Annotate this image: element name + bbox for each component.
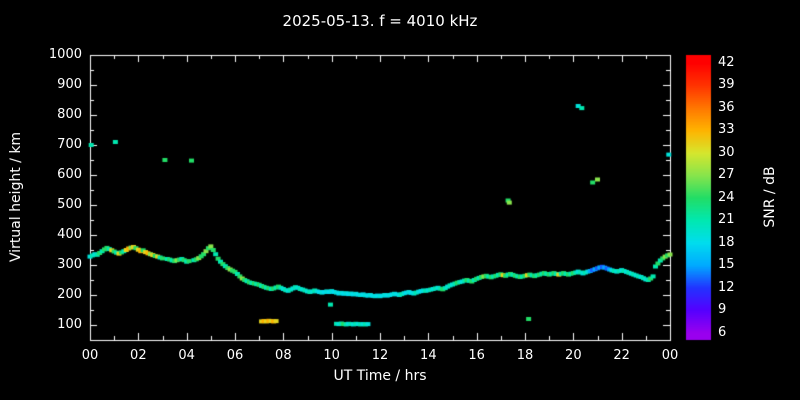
x-tick-label: 00 (661, 348, 679, 363)
colorbar-tick-label: 24 (718, 189, 735, 205)
x-tick-label: 12 (371, 348, 389, 363)
y-tick-label: 300 (57, 257, 82, 272)
x-tick-label: 18 (516, 348, 534, 363)
y-tick-label: 800 (57, 107, 82, 122)
y-tick-label: 700 (57, 137, 82, 152)
colorbar-tick-label: 12 (718, 279, 735, 295)
colorbar-tick-label: 39 (718, 77, 735, 92)
chart-title: 2025-05-13. f = 4010 kHz (282, 12, 478, 30)
y-tick-label: 1000 (48, 47, 82, 62)
x-tick-label: 20 (565, 348, 582, 363)
x-tick-label: 02 (130, 348, 147, 363)
colorbar-tick-label: 27 (718, 167, 735, 182)
colorbar-tick-label: 18 (718, 234, 735, 250)
colorbar-label: SNR / dB (762, 166, 778, 228)
colorbar-tick-label: 9 (718, 302, 727, 317)
x-tick-label: 08 (275, 348, 292, 363)
colorbar-tick-label: 42 (718, 54, 735, 70)
x-tick-label: 10 (323, 348, 340, 363)
x-tick-label: 00 (81, 348, 99, 363)
y-axis-label: Virtual height / km (8, 131, 24, 263)
colorbar-tick-label: 15 (718, 257, 735, 272)
y-tick-label: 200 (57, 287, 82, 302)
x-tick-label: 14 (420, 348, 437, 363)
x-tick-label: 22 (613, 348, 630, 363)
colorbar-tick-label: 33 (718, 122, 735, 137)
x-tick-label: 04 (178, 348, 195, 363)
colorbar-tick-label: 36 (718, 99, 735, 115)
y-tick-label: 600 (57, 167, 82, 182)
x-tick-label: 06 (226, 348, 244, 363)
y-tick-label: 500 (57, 197, 82, 212)
y-tick-label: 900 (57, 77, 82, 92)
y-tick-label: 400 (57, 227, 82, 242)
colorbar-tick-label: 30 (718, 144, 735, 160)
colorbar-tick-label: 21 (718, 212, 735, 227)
x-axis-label: UT Time / hrs (333, 368, 427, 384)
y-tick-label: 100 (57, 317, 82, 332)
colorbar-tick-label: 6 (718, 324, 727, 340)
x-tick-label: 16 (468, 348, 485, 363)
